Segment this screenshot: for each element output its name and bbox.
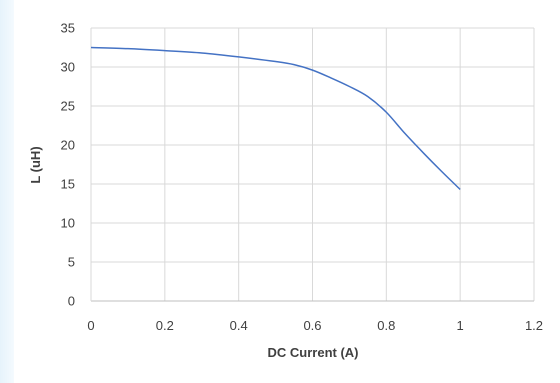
- x-tick-label: 1: [457, 318, 464, 333]
- x-tick-label: 1.2: [525, 318, 543, 333]
- y-tick-labels: 0 5 10 15 20 25 30 35: [61, 21, 75, 309]
- y-tick-label: 0: [68, 294, 75, 309]
- x-tick-label: 0: [87, 318, 94, 333]
- x-axis-title: DC Current (A): [268, 345, 359, 360]
- x-tick-label: 0.8: [377, 318, 395, 333]
- x-tick-label: 0.2: [156, 318, 174, 333]
- series-group: [90, 46, 461, 190]
- axes: [90, 28, 534, 302]
- series-line-0: [90, 46, 461, 190]
- y-tick-label: 20: [61, 138, 75, 153]
- x-tick-label: 0.6: [303, 318, 321, 333]
- y-tick-label: 5: [68, 255, 75, 270]
- y-tick-label: 10: [61, 216, 75, 231]
- left-decorative-strip: [0, 0, 14, 383]
- y-tick-label: 35: [61, 21, 75, 36]
- gridlines: [91, 27, 535, 301]
- y-tick-label: 30: [61, 60, 75, 75]
- y-axis-title: L (uH): [28, 146, 43, 183]
- y-tick-label: 25: [61, 99, 75, 114]
- y-tick-label: 15: [61, 177, 75, 192]
- x-tick-label: 0.4: [230, 318, 248, 333]
- x-tick-labels: 0 0.2 0.4 0.6 0.8 1 1.2: [87, 318, 543, 333]
